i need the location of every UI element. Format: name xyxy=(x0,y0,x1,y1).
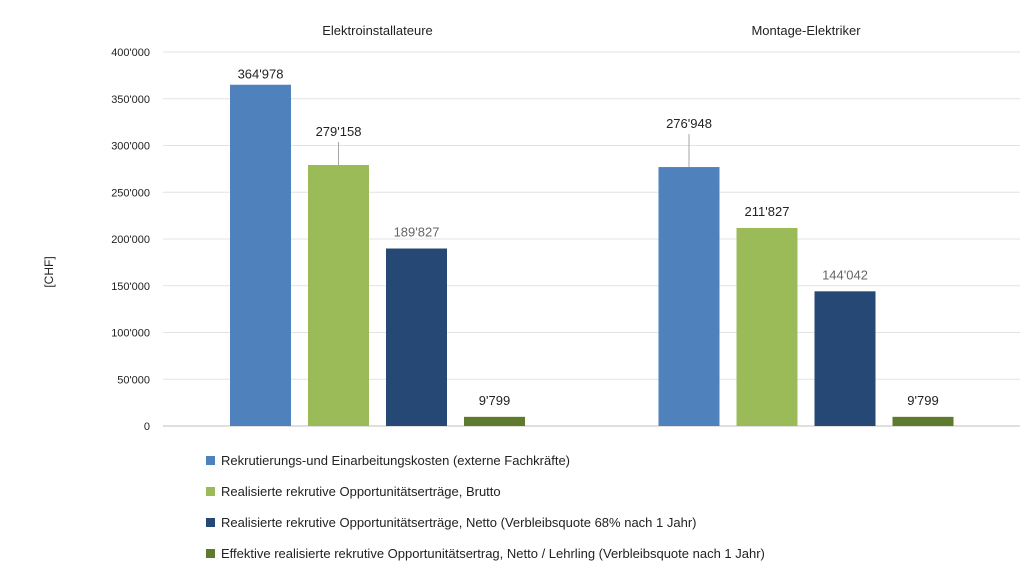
data-label: 9'799 xyxy=(907,393,938,408)
y-tick-label: 150'000 xyxy=(111,281,150,293)
bar xyxy=(736,227,798,426)
category-title: Elektroinstallateure xyxy=(322,23,433,38)
legend-label: Effektive realisierte rekrutive Opportun… xyxy=(221,545,765,561)
bar xyxy=(464,416,525,426)
bar xyxy=(386,248,447,426)
bar xyxy=(230,84,291,426)
legend-label: Rekrutierungs-und Einarbeitungskosten (e… xyxy=(221,452,571,468)
data-label: 189'827 xyxy=(394,225,440,240)
label-leader-lines xyxy=(338,134,690,168)
bar xyxy=(658,167,720,426)
y-tick-label: 400'000 xyxy=(111,47,150,59)
y-axis-ticks: 0 50'000 100'000 150'000 200'000 250'000 300'0… xyxy=(111,47,150,433)
y-tick-label: 0 xyxy=(144,421,150,433)
legend-swatch xyxy=(206,548,215,558)
y-tick-label: 100'000 xyxy=(111,328,150,340)
legend-item: Rekrutierungs-und Einarbeitungskosten (e… xyxy=(206,452,765,468)
data-labels: 364'978 279'158 189'827 9'799 276'948 211'827… xyxy=(238,67,939,408)
legend-label: Realisierte rekrutive Opportunitätserträ… xyxy=(221,514,697,530)
data-label: 9'799 xyxy=(479,393,510,408)
legend-item: Realisierte rekrutive Opportunitätserträ… xyxy=(206,483,765,499)
data-label: 364'978 xyxy=(238,67,284,82)
y-tick-label: 50'000 xyxy=(117,374,150,386)
legend-swatch xyxy=(206,455,215,465)
data-label: 211'827 xyxy=(745,204,790,219)
legend-item: Effektive realisierte rekrutive Opportun… xyxy=(206,545,765,561)
grid-lines xyxy=(163,51,1020,427)
legend-swatch xyxy=(206,517,215,527)
data-label: 144'042 xyxy=(822,267,868,282)
y-tick-label: 200'000 xyxy=(111,234,150,246)
legend-item: Realisierte rekrutive Opportunitätserträ… xyxy=(206,514,765,530)
bar xyxy=(814,291,876,426)
y-tick-label: 250'000 xyxy=(111,187,150,199)
y-axis-label: [CHF] xyxy=(42,256,56,287)
category-title: Montage-Elektriker xyxy=(751,23,861,38)
bar xyxy=(308,164,369,426)
legend-swatch xyxy=(206,486,215,496)
y-tick-label: 350'000 xyxy=(111,94,150,106)
category-titles: Elektroinstallateure Montage-Elektriker xyxy=(322,23,861,38)
bar xyxy=(892,416,954,426)
legend: Rekrutierungs-und Einarbeitungskosten (e… xyxy=(206,452,765,576)
data-label: 279'158 xyxy=(316,124,362,139)
bars xyxy=(230,84,954,426)
data-label: 276'948 xyxy=(666,116,712,131)
y-tick-label: 300'000 xyxy=(111,141,150,153)
legend-label: Realisierte rekrutive Opportunitätserträ… xyxy=(221,483,501,499)
